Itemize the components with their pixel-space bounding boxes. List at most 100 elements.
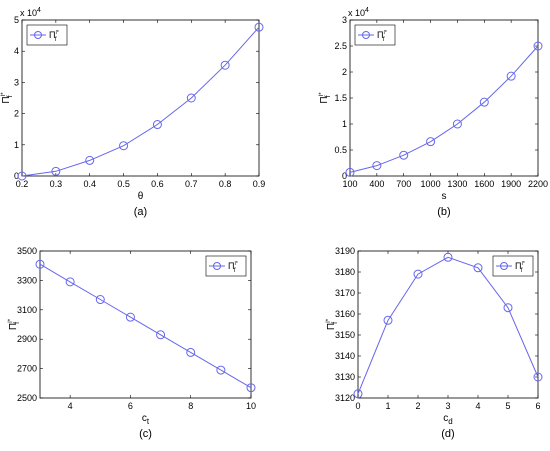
x-axis-label-subscript: d: [448, 417, 452, 426]
legend-label-superscript: I*: [384, 30, 387, 36]
legend-box: [26, 24, 68, 46]
y-axis-label-subscript: f: [14, 322, 21, 324]
legend-label-superscript: I*: [56, 30, 59, 36]
y-tick-label: 3300: [17, 275, 37, 285]
y-tick-label: 3140: [335, 351, 355, 361]
legend-label-subscript: f: [234, 268, 236, 274]
data-point: [254, 22, 264, 32]
x-tick-label: 700: [396, 179, 411, 189]
subfigure-label: (b): [437, 206, 450, 218]
data-point: [383, 315, 393, 325]
data-point: [152, 120, 162, 130]
legend: ΠI* f: [26, 24, 68, 46]
x-tick-label: 0.8: [219, 179, 232, 189]
data-point: [95, 295, 105, 305]
data-point: [216, 365, 226, 375]
x-axis-label: θ: [138, 191, 144, 202]
data-point: [452, 119, 462, 129]
y-tick-label: 3170: [335, 288, 355, 298]
x-tick-label: 1300: [447, 179, 467, 189]
y-tick-label: 1.5: [334, 93, 347, 103]
x-tick-label: 0.7: [185, 179, 198, 189]
data-point: [51, 166, 61, 176]
data-point: [473, 263, 483, 273]
subfigure-label: (a): [134, 206, 147, 218]
y-tick-label: 2: [14, 109, 19, 119]
x-tick-label: 5: [505, 401, 510, 411]
multiplier-base: x 10: [20, 8, 37, 18]
data-point: [156, 330, 166, 340]
x-tick-label: 0.2: [16, 179, 29, 189]
x-tick-label: 10: [246, 401, 256, 411]
plot-frame: [21, 19, 260, 177]
legend: ΠI* f: [354, 24, 396, 46]
y-tick-label: 1: [14, 140, 19, 150]
y-tick-label: 0: [14, 171, 19, 181]
y-axis-label-superscript: I*: [326, 318, 332, 323]
y-axis-label: ΠI*f: [1, 92, 14, 104]
data-point: [345, 167, 355, 177]
series-line: [21, 26, 260, 177]
data-point: [399, 150, 409, 160]
y-tick-label: 3190: [335, 246, 355, 256]
y-tick-label: 2500: [17, 393, 37, 403]
x-tick-label: 2200: [528, 179, 548, 189]
legend-marker: [34, 31, 42, 39]
x-tick-label: 4: [475, 401, 480, 411]
y-tick-label: 2.5: [334, 41, 347, 51]
y-axis-label: ΠI*f: [8, 318, 21, 330]
plot-frame: [349, 19, 539, 177]
data-point: [426, 137, 436, 147]
y-axis-label-main: Π: [319, 96, 330, 103]
y-axis-label-superscript: I*: [1, 92, 7, 97]
y-tick-label: 5: [14, 15, 19, 25]
y-axis-label-subscript: f: [7, 95, 14, 97]
y-tick-label: 3: [342, 15, 347, 25]
legend-label-superscript: I*: [235, 261, 238, 267]
y-tick-label: 4: [14, 46, 19, 56]
data-point: [186, 347, 196, 357]
y-tick-label: 0: [342, 171, 347, 181]
data-point: [533, 41, 543, 51]
legend-label-main: Π: [377, 30, 384, 40]
x-axis-label: ct: [142, 413, 150, 426]
data-point: [186, 93, 196, 103]
y-tick-label: 3160: [335, 309, 355, 319]
data-point: [85, 155, 95, 165]
y-axis-label-superscript: I*: [319, 92, 325, 97]
data-point: [65, 277, 75, 287]
legend-label-main: Π: [228, 261, 235, 271]
y-tick-label: 2700: [17, 364, 37, 374]
legend-label: ΠI* f: [49, 30, 59, 43]
data-point: [125, 312, 135, 322]
data-point: [503, 303, 513, 313]
x-axis-label-subscript: t: [147, 417, 150, 426]
y-axis-label-subscript: f: [332, 322, 339, 324]
legend-label-main: Π: [49, 30, 56, 40]
y-axis-label-main: Π: [1, 96, 12, 103]
legend-label-superscript: I*: [522, 261, 525, 267]
x-tick-label: 0.4: [83, 179, 96, 189]
legend-label: ΠI* f: [515, 261, 525, 274]
legend-marker: [362, 31, 370, 39]
x-tick-label: 0.5: [117, 179, 130, 189]
data-point: [443, 252, 453, 262]
data-point: [506, 71, 516, 81]
data-point: [35, 259, 45, 269]
data-point: [413, 269, 423, 279]
x-tick-label: 400: [369, 179, 384, 189]
legend-marker: [213, 262, 221, 270]
y-tick-label: 1: [342, 119, 347, 129]
multiplier-exponent: 4: [365, 7, 369, 14]
x-tick-label: 1000: [421, 179, 441, 189]
x-tick-label: 0.3: [50, 179, 63, 189]
data-point: [479, 97, 489, 107]
series-line: [357, 256, 539, 394]
x-tick-label: 2: [415, 401, 420, 411]
x-axis-label-main: c: [142, 413, 147, 424]
y-axis-label-main: Π: [326, 323, 337, 330]
x-tick-label: 8: [188, 401, 193, 411]
x-tick-label: 0.6: [151, 179, 164, 189]
